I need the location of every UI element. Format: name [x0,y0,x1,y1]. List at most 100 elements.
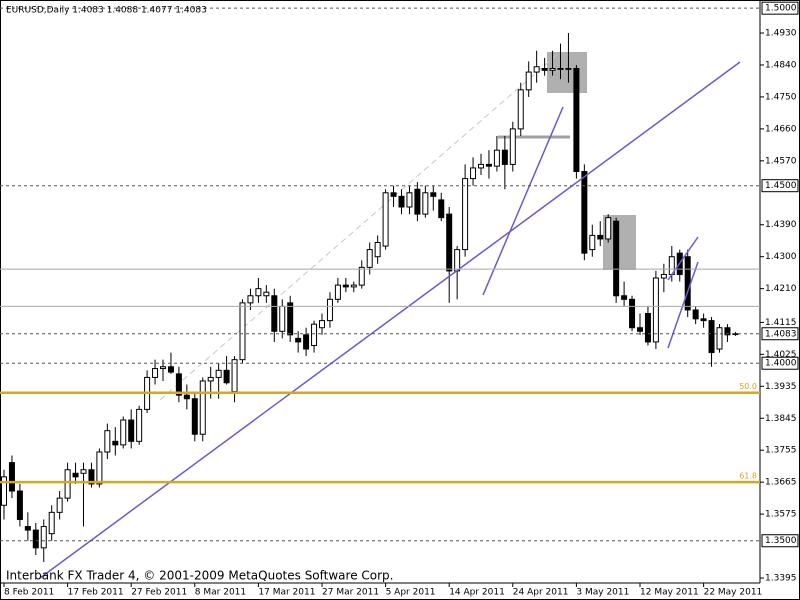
candle-body [422,192,429,215]
x-tick-label: 17 Feb 2011 [68,588,124,598]
candle-body [8,462,15,492]
x-tick-label: 22 May 2011 [704,588,763,598]
candle-body [454,249,461,272]
chart-title: EURUSD,Daily 1.4083 1.4088 1.4077 1.4083 [6,6,207,16]
level-label: 1.3500 [765,536,797,546]
candle-body [56,497,63,513]
candle-body [724,327,731,336]
highlight-box [547,52,587,93]
y-tick-label: 1.4840 [765,60,797,70]
candle-body [374,242,381,258]
y-tick-label: 1.4930 [765,29,797,39]
candle-body [64,469,71,499]
candle-body [279,305,286,332]
candle-body [509,128,516,165]
candle-body [644,313,651,343]
candle-body [239,302,246,361]
x-tick-label: 8 Mar 2011 [195,588,246,598]
candle-body [597,234,604,240]
drawn-diagonal [159,51,561,401]
candle-body [40,526,47,549]
candle-body [541,68,548,71]
candle-body [462,178,469,251]
candle-body [493,149,500,167]
candle-body [223,369,230,384]
level-box [761,1,799,15]
candle-body [573,68,580,172]
candle-body [692,309,699,320]
candle-body [652,277,659,343]
y-tick-label: 1.4570 [765,156,797,166]
candle-body [342,284,349,288]
y-tick-label: 1.3575 [765,510,797,520]
candle-body [120,419,127,446]
candle-body [311,323,318,346]
y-tick-label: 1.3755 [765,446,797,456]
x-tick-label: 5 Apr 2011 [386,588,436,598]
candle-body [80,469,87,474]
x-tick-label: 17 Mar 2011 [258,588,315,598]
candle-body [501,149,508,165]
candle-body [637,327,643,332]
fib-label: 61.8 [739,472,757,481]
candle-body [438,199,445,219]
candle-body [565,68,572,70]
candle-body [191,398,198,435]
candle-body [517,89,524,130]
x-tick-label: 8 Feb 2011 [4,588,54,598]
y-tick-label: 1.4115 [765,318,797,328]
candle-body [160,366,166,370]
level-label: 1.4083 [765,329,797,339]
candle-body [48,511,55,535]
candle-body [525,71,532,91]
candle-body [708,320,715,354]
candle-body [629,298,636,329]
y-tick-label: 1.3845 [765,414,797,424]
y-tick-label: 1.3395 [765,574,797,584]
candle-body [470,167,477,180]
candle-body [104,430,111,453]
candle-body [88,469,95,485]
fib-label: 50.0 [739,382,757,391]
y-tick-label: 1.4025 [765,350,797,360]
level-label: 1.5000 [765,4,797,14]
x-tick-label: 27 Feb 2011 [131,588,187,598]
candle-body [1,476,7,506]
x-tick-label: 3 May 2011 [576,588,629,598]
level-label: 1.4500 [765,181,797,191]
candle-body [287,302,294,336]
candle-body [605,217,612,240]
candle-body [350,284,357,288]
candle-body [581,170,588,254]
y-tick-label: 1.4300 [765,252,797,262]
y-tick-label: 1.4660 [765,124,797,134]
candle-body [263,291,270,297]
level-box [761,179,799,193]
y-tick-label: 1.3665 [765,478,797,488]
candle-body [319,320,325,329]
candle-body [684,256,691,311]
candle-body [358,266,365,286]
trend-line [667,236,699,281]
x-tick-label: 12 May 2011 [640,588,699,598]
level-box [761,327,799,341]
candle-body [215,369,222,378]
y-tick-label: 1.4750 [765,92,797,102]
y-tick-label: 1.4390 [765,220,797,230]
candle-body [549,68,556,71]
candle-body [478,163,484,169]
x-tick-label: 24 Apr 2011 [513,588,569,598]
candle-body [271,295,278,332]
x-tick-label: 14 Apr 2011 [449,588,505,598]
candle-body [175,373,182,396]
copyright: Interbank FX Trader 4, © 2001-2009 MetaQ… [6,569,394,583]
candle-body [716,327,723,350]
candle-body [414,188,421,215]
candle-body [700,318,707,322]
candle-body [295,337,302,343]
y-tick-label: 1.4210 [765,284,797,294]
candle-body [533,66,540,73]
candle-body [183,394,190,400]
candle-body [430,192,437,197]
